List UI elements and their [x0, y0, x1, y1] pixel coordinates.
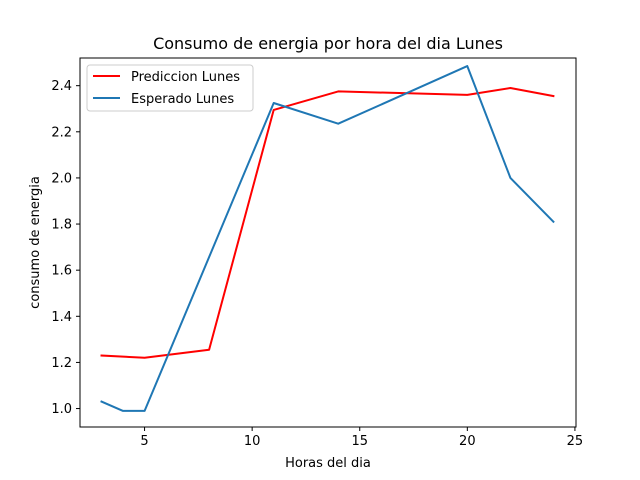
- y-tick-label: 2.0: [51, 171, 72, 186]
- legend-label-esperado: Esperado Lunes: [131, 92, 234, 107]
- series-line-esperado-lunes: [100, 65, 555, 412]
- chart-title: Consumo de energia por hora del dia Lune…: [153, 34, 503, 53]
- y-tick-label: 2.2: [51, 125, 72, 140]
- y-tick-label: 1.4: [51, 310, 72, 325]
- y-tick-label: 1.0: [51, 402, 72, 417]
- legend: Prediccion Lunes Esperado Lunes: [86, 64, 254, 112]
- series-line-prediccion-lunes: [100, 87, 555, 359]
- legend-label-prediccion: Prediccion Lunes: [131, 70, 240, 85]
- x-axis: 5 10 15 20 25: [140, 427, 583, 449]
- x-tick-label: 10: [244, 434, 261, 449]
- y-tick-label: 1.2: [51, 356, 72, 371]
- y-axis-label: consumo de energia: [28, 176, 43, 309]
- y-tick-label: 2.4: [51, 79, 72, 94]
- y-tick-label: 1.8: [51, 218, 72, 233]
- y-tick-label: 1.6: [51, 264, 72, 279]
- x-tick-label: 20: [459, 434, 476, 449]
- x-tick-label: 15: [351, 434, 368, 449]
- x-tick-label: 25: [567, 434, 584, 449]
- x-axis-label: Horas del dia: [285, 456, 371, 471]
- y-axis: 1.0 1.2 1.4 1.6 1.8 2.0 2.2 2.4: [51, 79, 80, 417]
- plot-area: [79, 57, 577, 428]
- series-lines: [100, 65, 555, 412]
- legend-box: [86, 64, 254, 112]
- x-tick-label: 5: [140, 434, 148, 449]
